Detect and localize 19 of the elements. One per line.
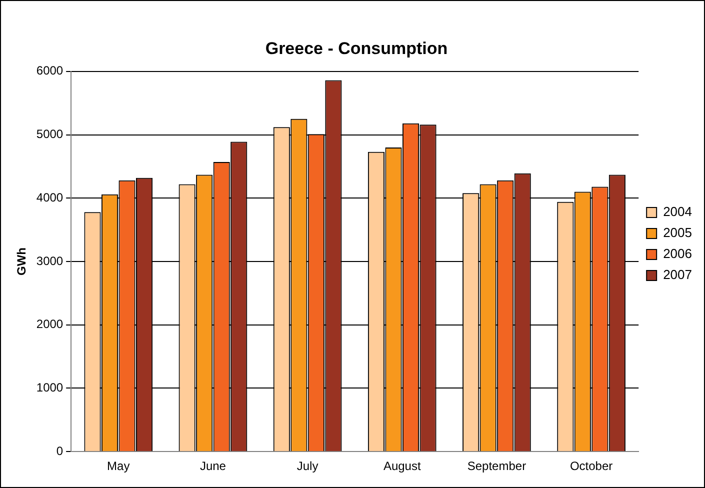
x-tick-label: September [467, 459, 526, 474]
y-tick-label: 1000 [36, 380, 64, 395]
y-axis-title: GWh [14, 248, 29, 276]
y-tick-label: 0 [56, 444, 64, 458]
legend-label: 2004 [663, 204, 692, 220]
legend-label: 2005 [663, 225, 692, 240]
y-tick-label: 2000 [36, 317, 64, 332]
x-tick-label: June [200, 459, 226, 474]
y-tick-label: 6000 [36, 64, 64, 78]
y-tick-label: 4000 [36, 190, 64, 204]
y-tick-label: 3000 [36, 254, 64, 268]
y-tick-label: 5000 [36, 127, 64, 142]
legend-label: 2007 [663, 267, 692, 282]
chart-title: Greece - Consumption [265, 38, 448, 58]
legend-label: 2006 [663, 246, 692, 262]
x-tick-label: July [296, 459, 318, 474]
x-tick-label: August [383, 459, 422, 474]
x-tick-label: May [107, 459, 130, 474]
x-tick-label: October [570, 459, 613, 474]
